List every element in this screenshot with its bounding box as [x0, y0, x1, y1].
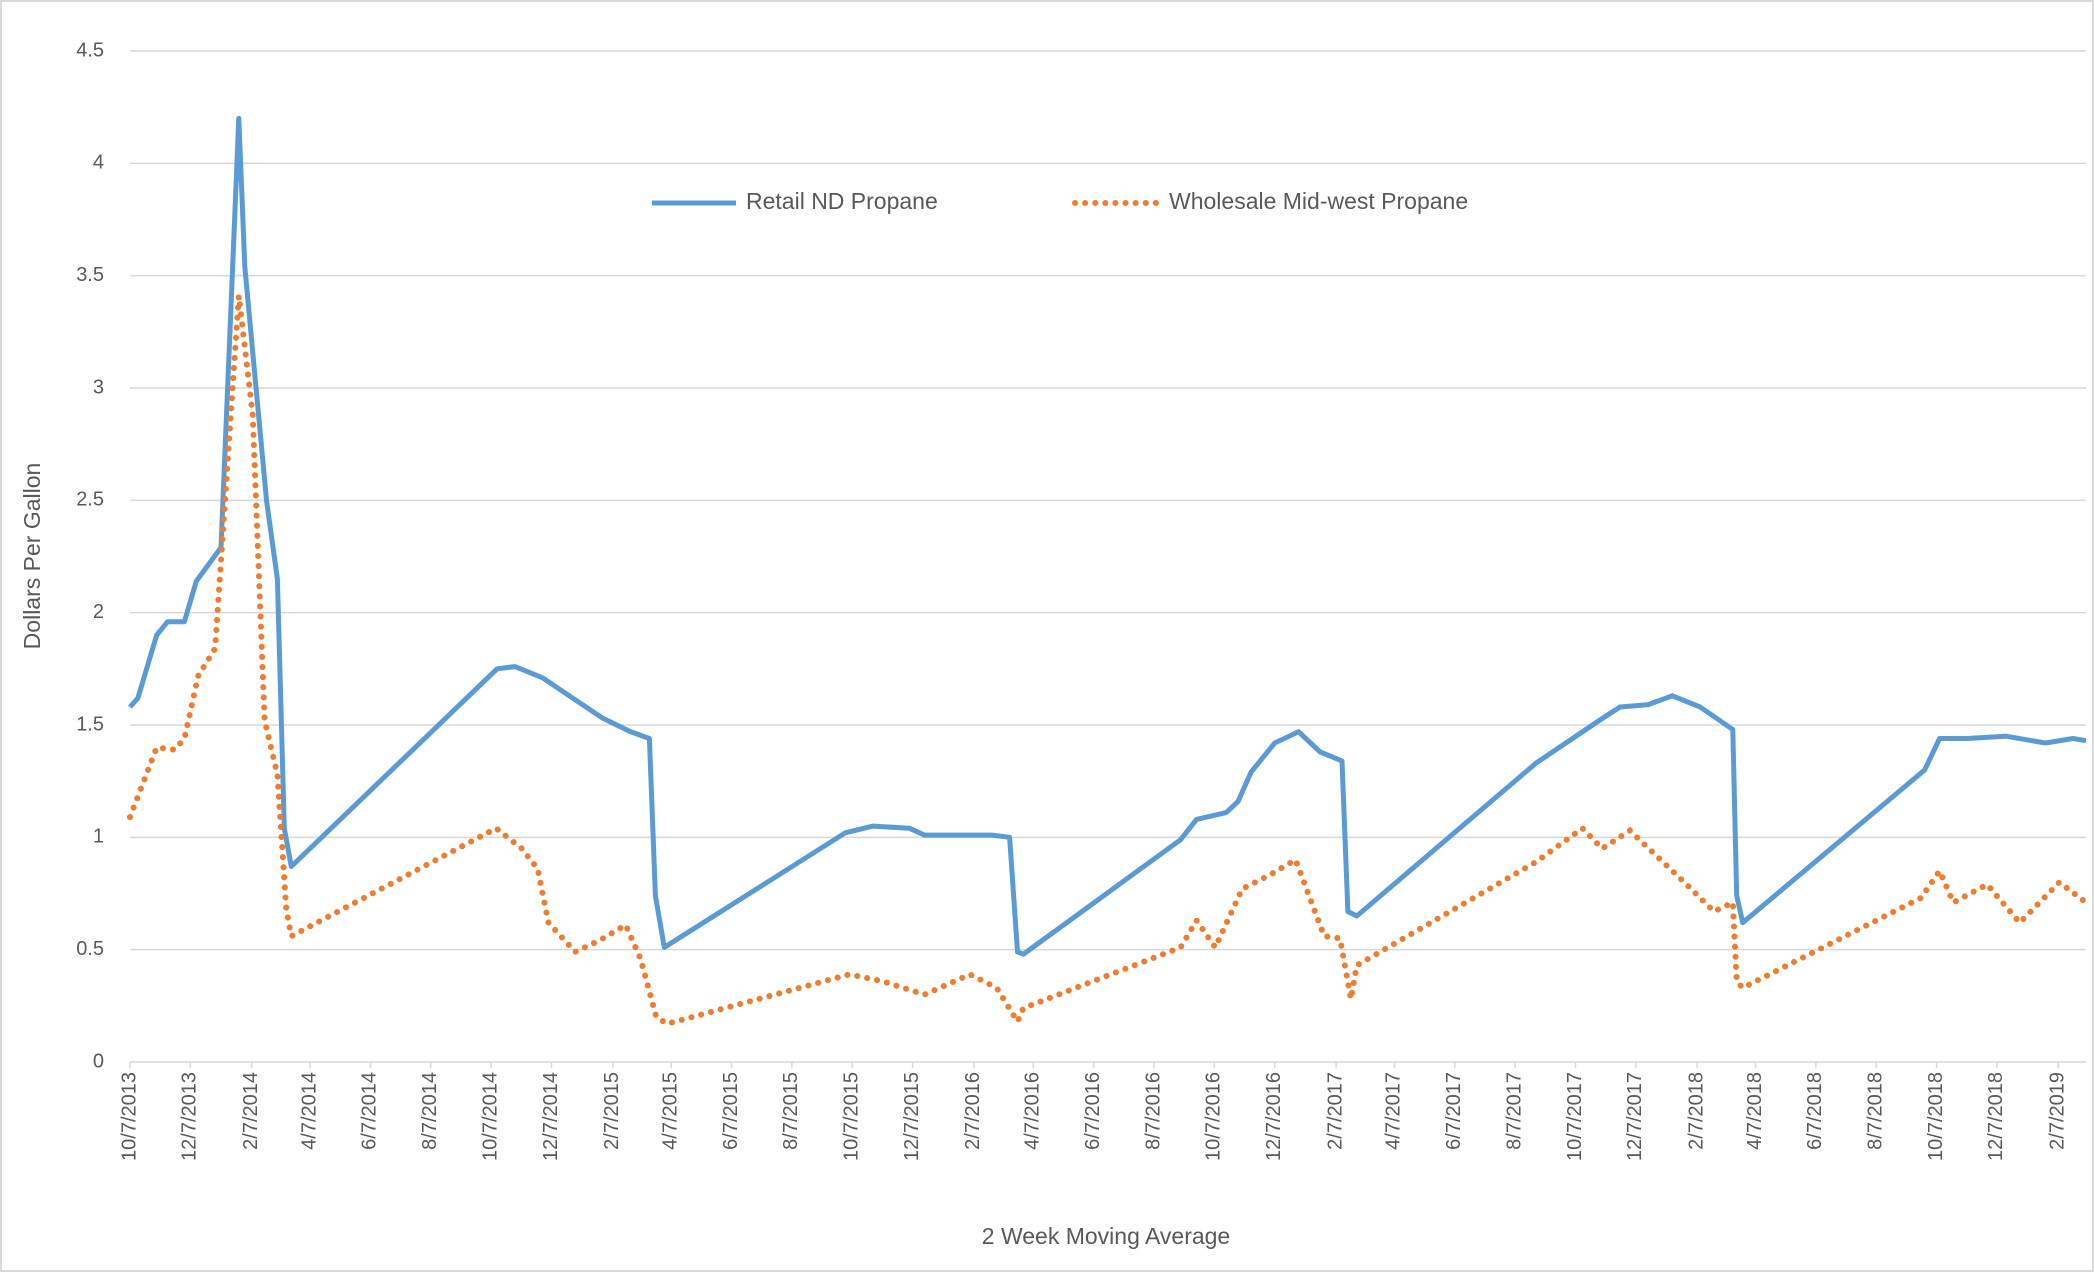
x-tick-label: 2/7/2019: [2047, 1072, 2069, 1150]
y-tick-label: 0.5: [76, 938, 104, 960]
x-axis-label: 2 Week Moving Average: [982, 1223, 1230, 1249]
y-tick-label: 0: [93, 1050, 104, 1072]
x-tick-label: 4/7/2016: [1022, 1072, 1044, 1150]
x-tick-label: 8/7/2014: [419, 1072, 441, 1150]
x-tick-label: 2/7/2015: [601, 1072, 623, 1150]
x-tick-label: 12/7/2018: [1985, 1072, 2007, 1161]
x-tick-label: 8/7/2016: [1142, 1072, 1164, 1150]
x-tick-label: 6/7/2014: [359, 1072, 381, 1150]
y-tick-label: 4: [93, 152, 104, 174]
x-tick-label: 8/7/2018: [1865, 1072, 1887, 1150]
x-tick-label: 12/7/2016: [1263, 1072, 1285, 1161]
x-tick-label: 2/7/2014: [240, 1072, 262, 1150]
x-tick-label: 10/7/2016: [1203, 1072, 1225, 1161]
x-tick-label: 10/7/2014: [479, 1072, 501, 1161]
x-tick-label: 12/7/2014: [540, 1072, 562, 1161]
x-tick-label: 10/7/2018: [1925, 1072, 1947, 1161]
y-tick-label: 3.5: [76, 264, 104, 286]
x-tick-label: 6/7/2018: [1804, 1072, 1826, 1150]
legend-label: Retail ND Propane: [746, 188, 938, 214]
x-tick-label: 8/7/2017: [1503, 1072, 1525, 1150]
x-tick-label: 2/7/2018: [1685, 1072, 1707, 1150]
legend-label: Wholesale Mid-west Propane: [1169, 188, 1468, 214]
x-tick-label: 4/7/2015: [659, 1072, 681, 1150]
x-tick-label: 4/7/2018: [1744, 1072, 1766, 1150]
x-tick-label: 10/7/2013: [118, 1072, 140, 1161]
series-line: [128, 115, 2087, 957]
y-tick-label: 3: [93, 376, 104, 398]
y-tick-label: 2.5: [76, 489, 104, 511]
x-tick-label: 6/7/2015: [720, 1072, 742, 1150]
x-tick-label: 2/7/2017: [1324, 1072, 1346, 1150]
x-tick-label: 12/7/2013: [179, 1072, 201, 1161]
x-tick-label: 6/7/2017: [1443, 1072, 1465, 1150]
series-line: [127, 295, 2089, 1029]
y-tick-label: 2: [93, 601, 104, 623]
y-tick-label: 1: [93, 826, 104, 848]
y-tick-label: 1.5: [76, 713, 104, 735]
x-tick-label: 12/7/2017: [1624, 1072, 1646, 1161]
y-tick-label: 4.5: [76, 39, 104, 61]
x-tick-label: 4/7/2014: [298, 1072, 320, 1150]
y-axis-label: Dollars Per Gallon: [19, 463, 45, 650]
x-tick-label: 12/7/2015: [901, 1072, 923, 1161]
x-tick-label: 6/7/2016: [1082, 1072, 1104, 1150]
x-tick-label: 4/7/2017: [1383, 1072, 1405, 1150]
x-tick-label: 8/7/2015: [780, 1072, 802, 1150]
x-tick-label: 10/7/2017: [1564, 1072, 1586, 1161]
x-tick-label: 10/7/2015: [841, 1072, 863, 1161]
x-tick-label: 2/7/2016: [962, 1072, 984, 1150]
